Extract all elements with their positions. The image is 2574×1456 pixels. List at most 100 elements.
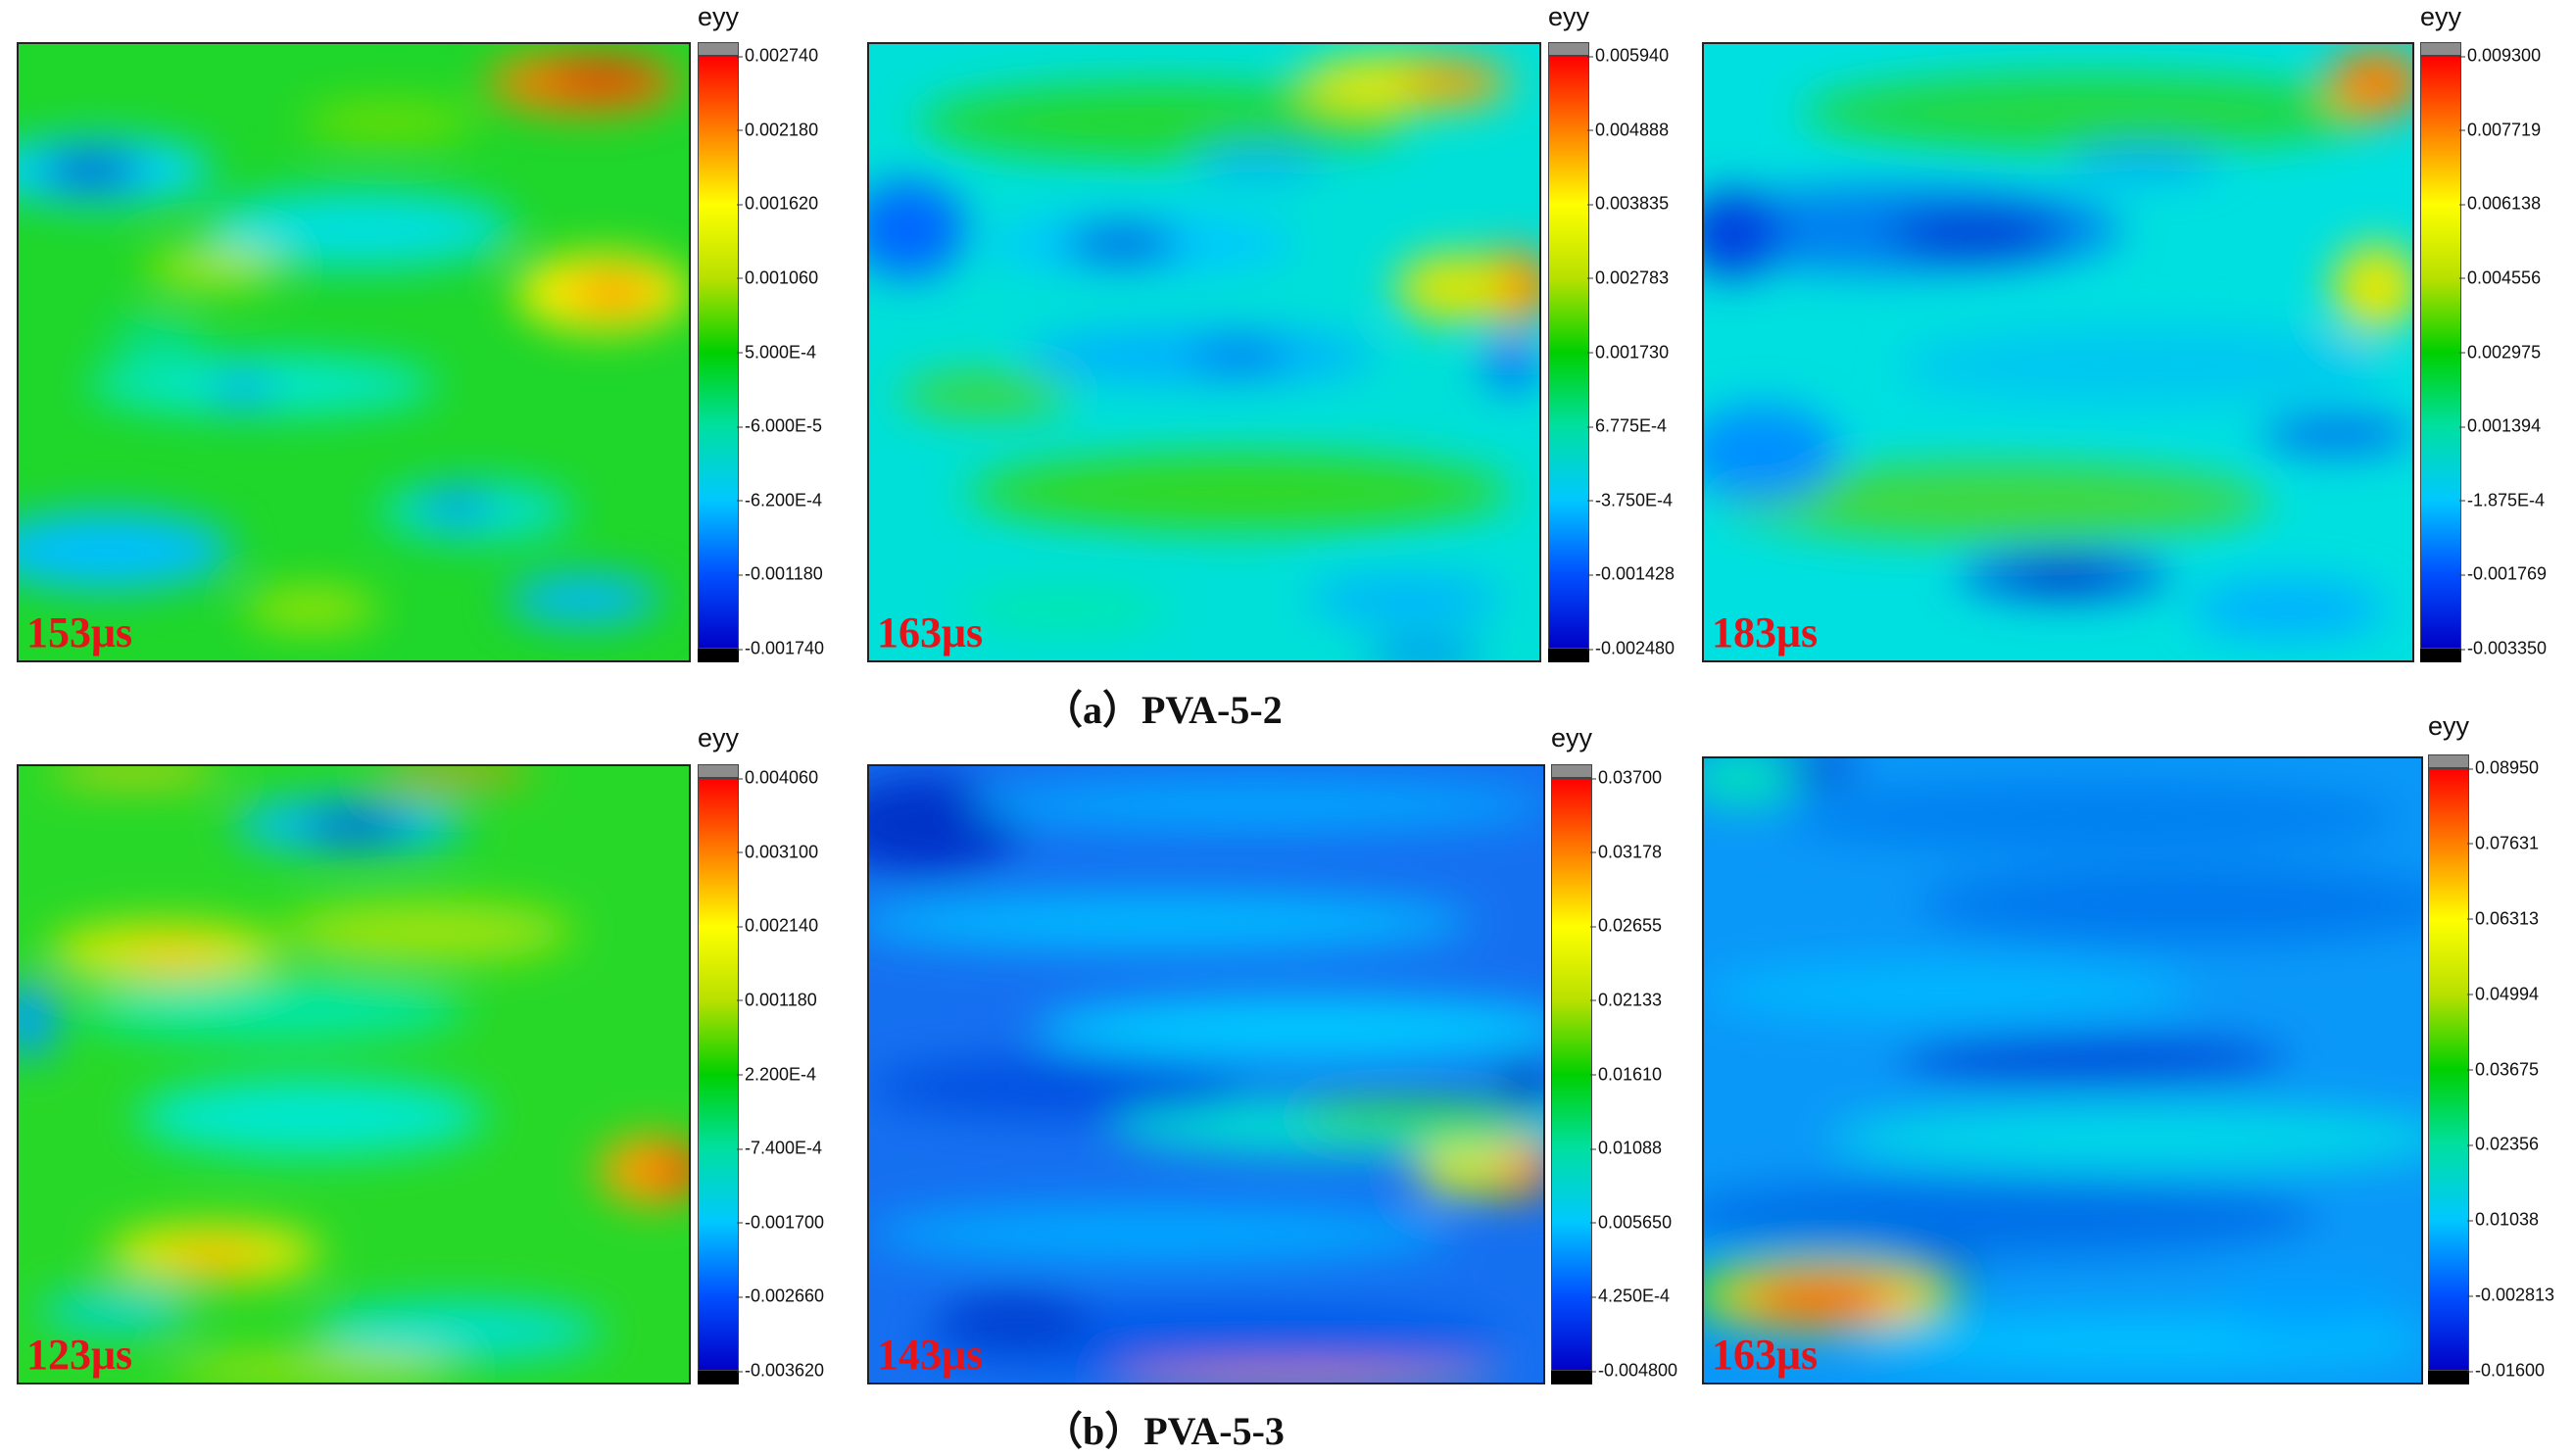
colorbar-tick: -0.004800 bbox=[1589, 1360, 1678, 1381]
colorbar-tick: 0.03700 bbox=[1589, 767, 1663, 788]
strain-field-map: 153μs bbox=[17, 42, 691, 662]
contour-plot bbox=[869, 766, 1543, 1383]
colorbar-underflow-swatch bbox=[698, 1371, 739, 1384]
colorbar-tick: 0.001394 bbox=[2458, 415, 2542, 436]
colorbar-overflow-swatch bbox=[1548, 42, 1589, 56]
colorbar-tick: 0.08950 bbox=[2466, 757, 2540, 778]
contour-plot bbox=[1704, 758, 2421, 1383]
colorbar-tick: 0.04994 bbox=[2466, 984, 2540, 1004]
colorbar-tick: 0.006138 bbox=[2458, 193, 2542, 214]
colorbar-tick: 0.01610 bbox=[1589, 1064, 1663, 1084]
colorbar-tick: 0.06313 bbox=[2466, 908, 2540, 929]
colorbar-tick: -3.750E-4 bbox=[1586, 490, 1674, 510]
colorbar: 0.08950 0.07631 0.06313 0.04994 0.03675 … bbox=[2428, 754, 2574, 1384]
time-label: 183μs bbox=[1712, 608, 1819, 656]
colorbar-tick: 0.07631 bbox=[2466, 833, 2540, 853]
colorbar-tick: -0.001740 bbox=[736, 638, 825, 658]
colorbar-tick: 0.001060 bbox=[736, 267, 819, 288]
colorbar-tick: 0.009300 bbox=[2458, 45, 2542, 66]
colorbar-title: eyy bbox=[1548, 2, 1590, 31]
colorbar-tick: 0.002140 bbox=[736, 915, 819, 936]
contour-plot bbox=[19, 44, 689, 660]
colorbar-tick: 0.02133 bbox=[1589, 990, 1663, 1010]
colorbar-underflow-swatch bbox=[1548, 649, 1589, 662]
colorbar-tick: 0.02655 bbox=[1589, 915, 1663, 936]
colorbar-underflow-swatch bbox=[2428, 1371, 2469, 1384]
colorbar-tick: 0.004060 bbox=[736, 767, 819, 788]
colorbar-tick: -0.001180 bbox=[737, 563, 823, 584]
colorbar-tick: 0.002783 bbox=[1586, 267, 1670, 288]
colorbar-title: eyy bbox=[2420, 2, 2462, 31]
colorbar-tick: 0.003835 bbox=[1586, 193, 1670, 214]
colorbar-title: eyy bbox=[698, 723, 740, 752]
colorbar-tick: -1.875E-4 bbox=[2458, 490, 2546, 510]
time-label: 123μs bbox=[26, 1331, 133, 1379]
colorbar-tick: -0.002813 bbox=[2466, 1285, 2555, 1305]
strain-field-map: 183μs bbox=[1702, 42, 2414, 662]
colorbar-tick: 0.01088 bbox=[1589, 1138, 1663, 1158]
colorbar-tick: -0.01600 bbox=[2466, 1360, 2546, 1381]
colorbar-title: eyy bbox=[1551, 723, 1593, 752]
colorbar-tick: 6.775E-4 bbox=[1586, 415, 1668, 436]
colorbar-overflow-swatch bbox=[1551, 764, 1592, 778]
time-label: 163μs bbox=[1712, 1331, 1819, 1379]
colorbar-tick: 0.002180 bbox=[736, 120, 819, 140]
colorbar-tick: -0.001700 bbox=[736, 1212, 825, 1233]
colorbar-tick: 0.005940 bbox=[1586, 45, 1670, 66]
strain-field-map: 123μs bbox=[17, 764, 691, 1384]
time-label: 153μs bbox=[26, 608, 133, 656]
colorbar-gradient bbox=[2420, 56, 2461, 649]
colorbar-tick: -0.001769 bbox=[2458, 563, 2548, 584]
time-label: 163μs bbox=[877, 608, 984, 656]
colorbar-overflow-swatch bbox=[2428, 754, 2469, 768]
colorbar-tick: -0.002660 bbox=[736, 1286, 825, 1306]
colorbar: 0.009300 0.007719 0.006138 0.004556 0.00… bbox=[2420, 42, 2574, 662]
colorbar: 0.002740 0.002180 0.001620 0.001060 5.00… bbox=[698, 42, 854, 662]
strain-field-map: 163μs bbox=[867, 42, 1541, 662]
colorbar-tick: 0.001180 bbox=[737, 990, 817, 1010]
colorbar-title: eyy bbox=[698, 2, 740, 31]
colorbar-tick: 4.250E-4 bbox=[1589, 1286, 1671, 1306]
colorbar-tick: 0.03178 bbox=[1589, 842, 1663, 862]
colorbar-tick: -6.000E-5 bbox=[736, 415, 823, 436]
colorbar: 0.03700 0.03178 0.02655 0.02133 0.01610 … bbox=[1551, 764, 1708, 1384]
figure-caption-a: （a）PVA-5-2 bbox=[1044, 688, 1283, 732]
colorbar-gradient bbox=[698, 56, 739, 649]
colorbar-tick: 0.001730 bbox=[1586, 342, 1670, 362]
figure-caption-b: （b）PVA-5-3 bbox=[1044, 1409, 1285, 1453]
colorbar-tick: 0.03675 bbox=[2466, 1059, 2540, 1079]
colorbar-underflow-swatch bbox=[1551, 1371, 1592, 1384]
colorbar-gradient bbox=[1551, 778, 1592, 1371]
colorbar-gradient bbox=[2428, 768, 2469, 1371]
colorbar-tick: -0.001428 bbox=[1586, 563, 1676, 584]
colorbar-tick: 0.003100 bbox=[736, 842, 819, 862]
colorbar-tick: 0.002975 bbox=[2458, 342, 2542, 362]
colorbar-tick: -0.003620 bbox=[736, 1360, 825, 1381]
colorbar-overflow-swatch bbox=[2420, 42, 2461, 56]
colorbar-tick: 0.02356 bbox=[2466, 1134, 2540, 1154]
colorbar-tick: 0.005650 bbox=[1589, 1212, 1673, 1233]
colorbar-underflow-swatch bbox=[698, 649, 739, 662]
colorbar-tick: -0.002480 bbox=[1586, 638, 1676, 658]
colorbar: 0.005940 0.004888 0.003835 0.002783 0.00… bbox=[1548, 42, 1705, 662]
colorbar-tick: 0.002740 bbox=[736, 45, 819, 66]
colorbar-overflow-swatch bbox=[698, 764, 739, 778]
colorbar-underflow-swatch bbox=[2420, 649, 2461, 662]
colorbar-gradient bbox=[1548, 56, 1589, 649]
colorbar-tick: -7.400E-4 bbox=[736, 1138, 823, 1158]
colorbar-tick: 0.007719 bbox=[2458, 120, 2542, 140]
time-label: 143μs bbox=[877, 1331, 984, 1379]
colorbar-tick: -0.003350 bbox=[2458, 638, 2548, 658]
colorbar-tick: 2.200E-4 bbox=[736, 1064, 817, 1084]
strain-field-map: 143μs bbox=[867, 764, 1545, 1384]
colorbar-title: eyy bbox=[2428, 711, 2470, 741]
colorbar: 0.004060 0.003100 0.002140 0.001180 2.20… bbox=[698, 764, 854, 1384]
colorbar-tick: 0.004556 bbox=[2458, 267, 2542, 288]
colorbar-tick: -6.200E-4 bbox=[736, 490, 823, 510]
strain-field-map: 163μs bbox=[1702, 756, 2423, 1384]
colorbar-tick: 0.004888 bbox=[1586, 120, 1670, 140]
colorbar-tick: 0.001620 bbox=[736, 193, 819, 214]
colorbar-tick: 5.000E-4 bbox=[736, 342, 817, 362]
contour-plot bbox=[1704, 44, 2412, 660]
colorbar-gradient bbox=[698, 778, 739, 1371]
